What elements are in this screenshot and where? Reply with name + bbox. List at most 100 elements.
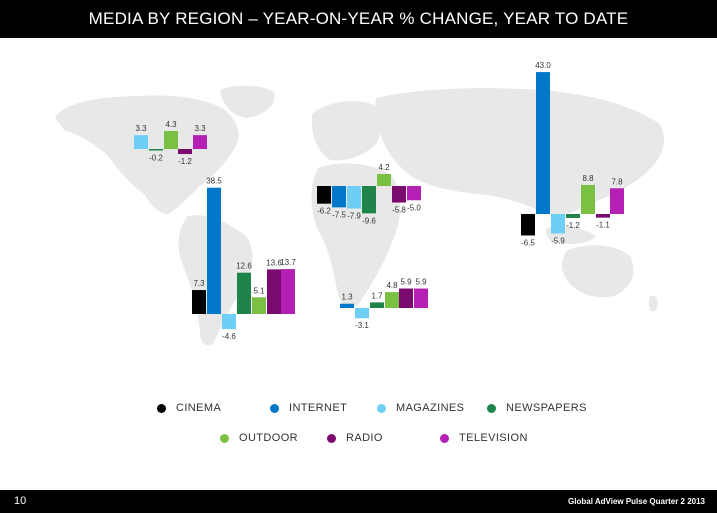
legend-radio: RADIO [327, 432, 383, 444]
bar-value-label: 4.2 [378, 163, 390, 172]
bar-television [281, 269, 295, 314]
bar-value-label: 4.3 [165, 120, 177, 129]
bar-value-label: 5.9 [400, 278, 412, 287]
bar-outdoor [581, 184, 595, 214]
bar-outdoor [385, 292, 399, 308]
bar-radio [267, 269, 281, 314]
bar-value-label: -9.6 [362, 216, 376, 225]
bar-value-label: 38.5 [206, 177, 222, 186]
bar-television [414, 288, 428, 308]
legend-newspapers-marker [487, 403, 496, 413]
bar-internet [332, 186, 346, 208]
region-north-america: 3.3 -0.2 4.3 -1.2 3.3 [134, 120, 207, 166]
map-europe [311, 101, 382, 161]
page-title: MEDIA BY REGION – YEAR-ON-YEAR % CHANGE,… [88, 9, 629, 28]
bar-value-label: -6.5 [521, 238, 535, 247]
bar-value-label: -5.0 [407, 203, 421, 212]
legend-radio-marker [327, 433, 336, 443]
bar-value-label: 4.8 [386, 281, 398, 290]
bar-television [610, 188, 624, 214]
bar-newspapers [237, 272, 251, 314]
map-greenland [220, 85, 275, 118]
bar-value-label: 13.7 [280, 258, 296, 267]
bar-value-label: -1.2 [178, 157, 192, 166]
legend-television-marker [440, 433, 449, 443]
bar-value-label: 1.7 [371, 291, 383, 300]
bar-value-label: -6.2 [317, 207, 331, 216]
legend-internet: INTERNET [270, 402, 347, 414]
bar-value-label: 13.6 [266, 258, 282, 267]
bar-value-label: -5.9 [551, 236, 565, 245]
bar-radio [178, 149, 192, 155]
bar-radio [392, 186, 406, 203]
legend-magazines-label: MAGAZINES [396, 402, 465, 414]
bar-internet [340, 303, 354, 308]
bar-television [193, 135, 207, 149]
bar-newspapers [362, 186, 376, 214]
bar-newspapers [566, 214, 580, 218]
legend-internet-marker [270, 403, 279, 413]
bar-value-label: 3.3 [135, 124, 147, 133]
bar-radio [399, 288, 413, 308]
bar-value-label: -5.8 [392, 206, 406, 215]
page-number: 10 [14, 495, 27, 507]
bar-value-label: -3.1 [355, 321, 369, 330]
bar-radio [596, 214, 610, 218]
bar-value-label: -1.2 [566, 221, 580, 230]
footer-bar: 10 Global AdView Pulse Quarter 2 2013 [0, 490, 717, 513]
legend-cinema: CINEMA [157, 402, 221, 414]
bar-cinema [317, 186, 331, 204]
bar-cinema [521, 214, 535, 236]
bar-television [407, 186, 421, 201]
legend-cinema-label: CINEMA [176, 402, 222, 414]
bar-value-label: 5.9 [415, 278, 427, 287]
bar-magazines [355, 308, 369, 319]
region-western-europe: -6.2 -7.5 -7.9-9.6 4.2 -5.8 -5.0 [317, 163, 421, 225]
bar-value-label: 1.3 [341, 293, 353, 302]
bar-value-label: 12.6 [236, 262, 252, 271]
bar-value-label: -4.6 [222, 332, 236, 341]
bar-internet [207, 187, 221, 314]
legend-radio-label: RADIO [346, 432, 383, 444]
world-map-chart: 3.3-0.24.3-1.23.37.338.5-4.612.65.113.61… [55, 61, 664, 346]
legend-internet-label: INTERNET [289, 402, 348, 414]
bar-magazines [551, 214, 565, 234]
region-africa: 1.3-3.11.74.8 5.9 5.9 [340, 278, 428, 330]
bar-value-label: -7.9 [347, 212, 361, 221]
bar-value-label: 3.3 [194, 124, 206, 133]
bar-value-label: 8.8 [582, 174, 594, 183]
bar-value-label: 7.3 [193, 279, 205, 288]
legend-outdoor: OUTDOOR [220, 432, 298, 444]
bar-magazines [347, 186, 361, 209]
bar-outdoor [164, 130, 178, 149]
bar-value-label: 7.8 [611, 177, 623, 186]
bar-value-label: 5.1 [253, 286, 265, 295]
bar-magazines [134, 135, 148, 149]
legend-outdoor-label: OUTDOOR [239, 432, 299, 444]
header-bar: MEDIA BY REGION – YEAR-ON-YEAR % CHANGE,… [0, 0, 717, 38]
map-north-america [55, 95, 239, 214]
legend-newspapers: NEWSPAPERS [487, 402, 587, 414]
legend-newspapers-label: NEWSPAPERS [506, 402, 587, 414]
bar-value-label: -7.5 [332, 210, 346, 219]
map-australia [562, 245, 634, 298]
bar-magazines [222, 314, 236, 330]
bar-value-label: -1.1 [596, 221, 610, 230]
bar-value-label: 43.0 [535, 61, 551, 70]
legend-magazines: MAGAZINES [377, 402, 464, 414]
bar-cinema [192, 290, 206, 314]
bar-outdoor [252, 297, 266, 314]
bar-newspapers [370, 302, 384, 308]
footer-report-name: Global AdView Pulse Quarter 2 2013 [568, 497, 705, 506]
map-asia [375, 88, 664, 215]
region-latin-america: 7.3 38.5 -4.6 12.6 5.1 13.613.7 [192, 177, 296, 341]
legend-television-label: TELEVISION [459, 432, 528, 444]
legend-magazines-marker [377, 403, 386, 413]
bar-outdoor [377, 174, 391, 186]
legend-outdoor-marker [220, 433, 229, 443]
bar-value-label: -0.2 [149, 154, 163, 163]
map-new-zealand [648, 295, 658, 312]
bar-internet [536, 72, 550, 214]
bar-newspapers [149, 149, 163, 151]
legend-television: TELEVISION [440, 432, 528, 444]
